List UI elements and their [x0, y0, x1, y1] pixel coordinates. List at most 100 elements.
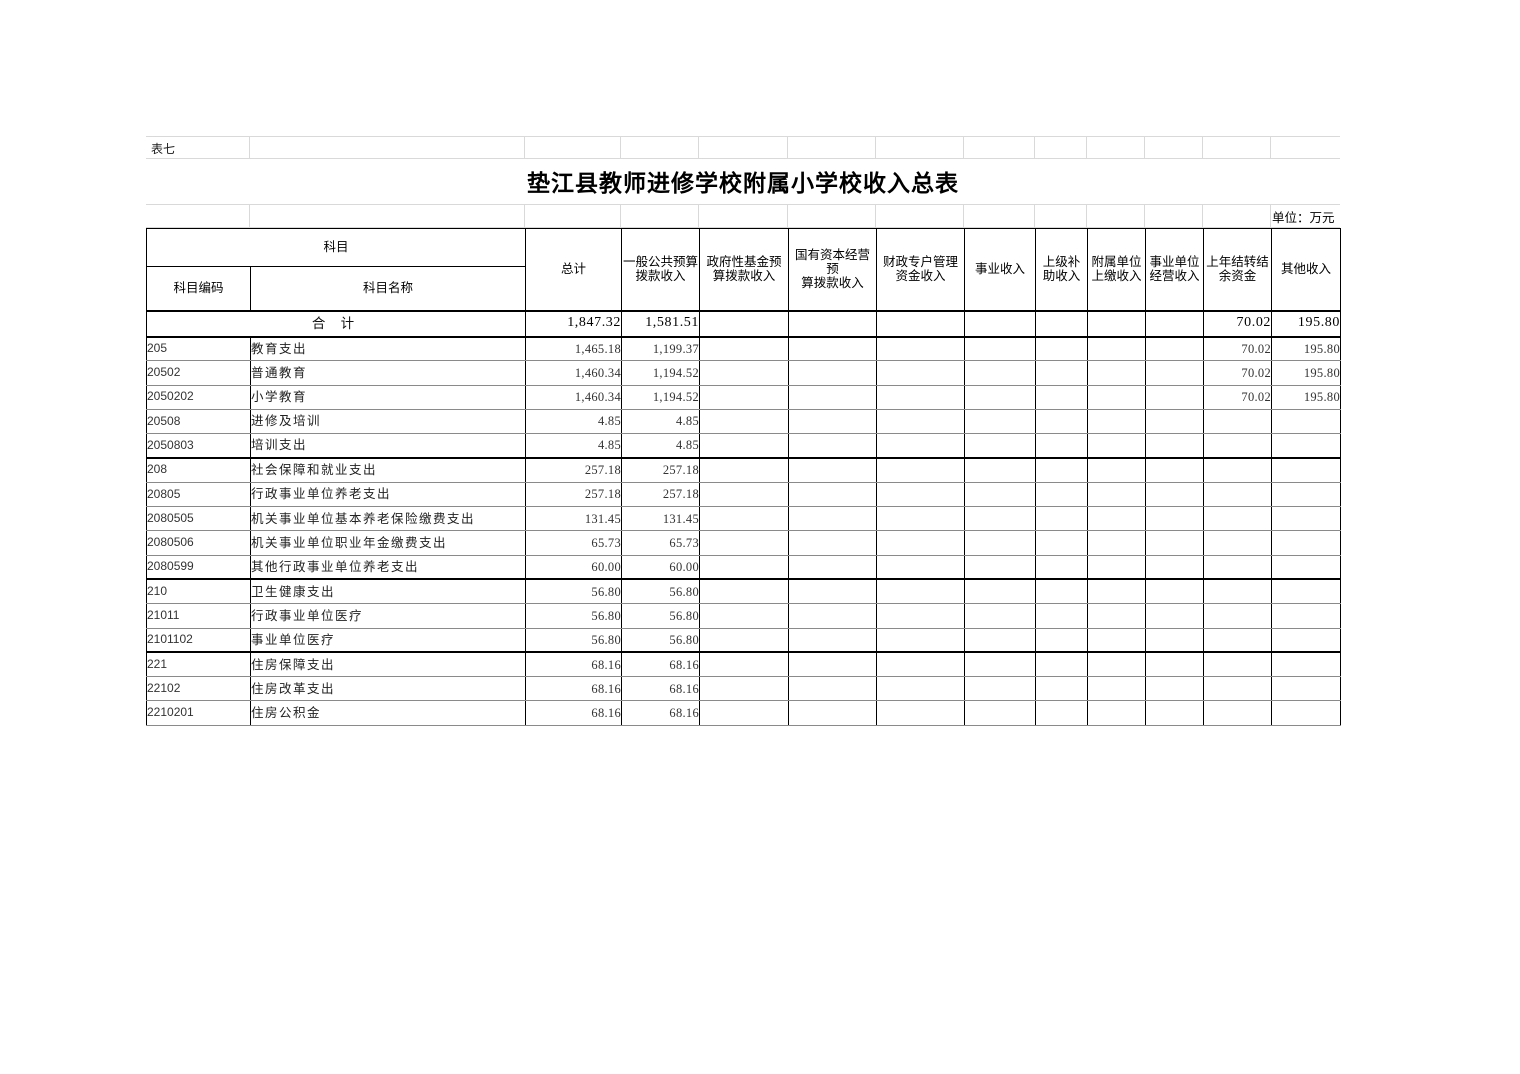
cell-c5 [964, 335, 1037, 362]
total-cell-c6 [1035, 309, 1089, 338]
cell-c1: 60.00 [621, 555, 701, 580]
table-row: 2080599 其他行政事业单位养老支出 60.00 60.00 [146, 555, 1342, 580]
cell-total: 68.16 [525, 676, 623, 702]
cell-subject-code: 22102 [146, 676, 251, 702]
cell-c3 [788, 651, 878, 678]
cell-c6 [1035, 628, 1089, 653]
table-row: 210 卫生健康支出 56.80 56.80 [146, 578, 1342, 605]
cell-c3 [788, 335, 878, 362]
cell-subject-code: 210 [146, 578, 251, 605]
cell-c7 [1087, 578, 1147, 605]
cell-c3 [788, 385, 878, 410]
cell-c1: 65.73 [621, 530, 701, 556]
cell-c6 [1035, 651, 1089, 678]
cell-c8 [1145, 360, 1205, 386]
cell-total: 68.16 [525, 651, 623, 678]
header-line-2: 算拨款收入 [712, 269, 776, 284]
cell-subject-name: 进修及培训 [249, 409, 527, 435]
cell-subject-name: 小学教育 [249, 385, 527, 410]
header-col-carryover: 上年结转结 余资金 [1203, 228, 1273, 311]
total-cell-c5 [964, 309, 1037, 338]
cell-c6 [1035, 700, 1089, 726]
cell-c10 [1271, 456, 1342, 483]
cell-c5 [964, 433, 1037, 459]
cell-subject-name: 其他行政事业单位养老支出 [249, 555, 527, 580]
cell-subject-code: 205 [146, 335, 251, 362]
cell-c6 [1035, 385, 1089, 410]
cell-c5 [964, 409, 1037, 435]
cell-c2 [699, 385, 790, 410]
unit-note-text: 单位：万元 [1272, 211, 1335, 225]
cell-c1: 257.18 [621, 482, 701, 508]
cell-subject-name: 住房公积金 [249, 700, 527, 726]
table-row: 205 教育支出 1,465.18 1,199.37 70.02 195.80 [146, 335, 1342, 362]
header-col-general-budget: 一般公共预算 拨款收入 [621, 228, 701, 311]
cell-c6 [1035, 555, 1089, 580]
cell-c8 [1145, 628, 1205, 653]
cell-subject-name: 机关事业单位基本养老保险缴费支出 [249, 506, 527, 532]
cell-subject-code: 20508 [146, 409, 251, 435]
header-line-2: 上缴收入 [1091, 269, 1142, 284]
cell-c5 [964, 578, 1037, 605]
cell-c4 [876, 482, 966, 508]
cell-subject-code: 2210201 [146, 700, 251, 726]
cell-c1: 68.16 [621, 651, 701, 678]
cell-subject-name: 社会保障和就业支出 [249, 456, 527, 483]
background-grid-row-1 [146, 136, 1340, 159]
cell-total: 257.18 [525, 482, 623, 508]
cell-subject-code: 2101102 [146, 628, 251, 653]
cell-subject-name: 事业单位医疗 [249, 628, 527, 653]
cell-c2 [699, 482, 790, 508]
cell-total: 56.80 [525, 578, 623, 605]
cell-c5 [964, 360, 1037, 386]
cell-c7 [1087, 530, 1147, 556]
header-line-1: 上年结转结 [1206, 254, 1269, 269]
cell-c3 [788, 555, 878, 580]
header-col-business-income: 事业收入 [964, 228, 1037, 311]
cell-c10 [1271, 433, 1342, 459]
cell-c10: 195.80 [1271, 360, 1342, 386]
cell-c2 [699, 651, 790, 678]
cell-c7 [1087, 651, 1147, 678]
cell-c7 [1087, 700, 1147, 726]
cell-c10 [1271, 628, 1342, 653]
header-col-operating-income: 事业单位 经营收入 [1145, 228, 1205, 311]
cell-c5 [964, 530, 1037, 556]
table-row: 21011 行政事业单位医疗 56.80 56.80 [146, 603, 1342, 629]
cell-c1: 1,194.52 [621, 385, 701, 410]
cell-subject-code: 20502 [146, 360, 251, 386]
table-row: 20805 行政事业单位养老支出 257.18 257.18 [146, 482, 1342, 508]
header-line-1: 一般公共预算 [623, 254, 699, 269]
header-line-2: 资金收入 [895, 269, 946, 284]
table-row: 208 社会保障和就业支出 257.18 257.18 [146, 456, 1342, 483]
cell-c9 [1203, 433, 1273, 459]
header-col-subordinate-remit: 附属单位 上缴收入 [1087, 228, 1147, 311]
cell-c7 [1087, 628, 1147, 653]
cell-c3 [788, 603, 878, 629]
cell-c8 [1145, 555, 1205, 580]
cell-c4 [876, 385, 966, 410]
cell-total: 4.85 [525, 409, 623, 435]
cell-subject-code: 221 [146, 651, 251, 678]
cell-subject-name: 行政事业单位医疗 [249, 603, 527, 629]
cell-c1: 68.16 [621, 700, 701, 726]
cell-c3 [788, 700, 878, 726]
cell-total: 56.80 [525, 628, 623, 653]
cell-c10 [1271, 506, 1342, 532]
cell-c3 [788, 456, 878, 483]
cell-c10 [1271, 578, 1342, 605]
total-cell-c8 [1145, 309, 1205, 338]
cell-c5 [964, 456, 1037, 483]
cell-c6 [1035, 506, 1089, 532]
cell-c8 [1145, 433, 1205, 459]
cell-c7 [1087, 433, 1147, 459]
cell-c5 [964, 651, 1037, 678]
cell-c7 [1087, 456, 1147, 483]
cell-subject-name: 培训支出 [249, 433, 527, 459]
cell-c6 [1035, 530, 1089, 556]
cell-subject-code: 2080505 [146, 506, 251, 532]
cell-c5 [964, 628, 1037, 653]
cell-subject-code: 2050803 [146, 433, 251, 459]
cell-c4 [876, 676, 966, 702]
cell-c6 [1035, 433, 1089, 459]
